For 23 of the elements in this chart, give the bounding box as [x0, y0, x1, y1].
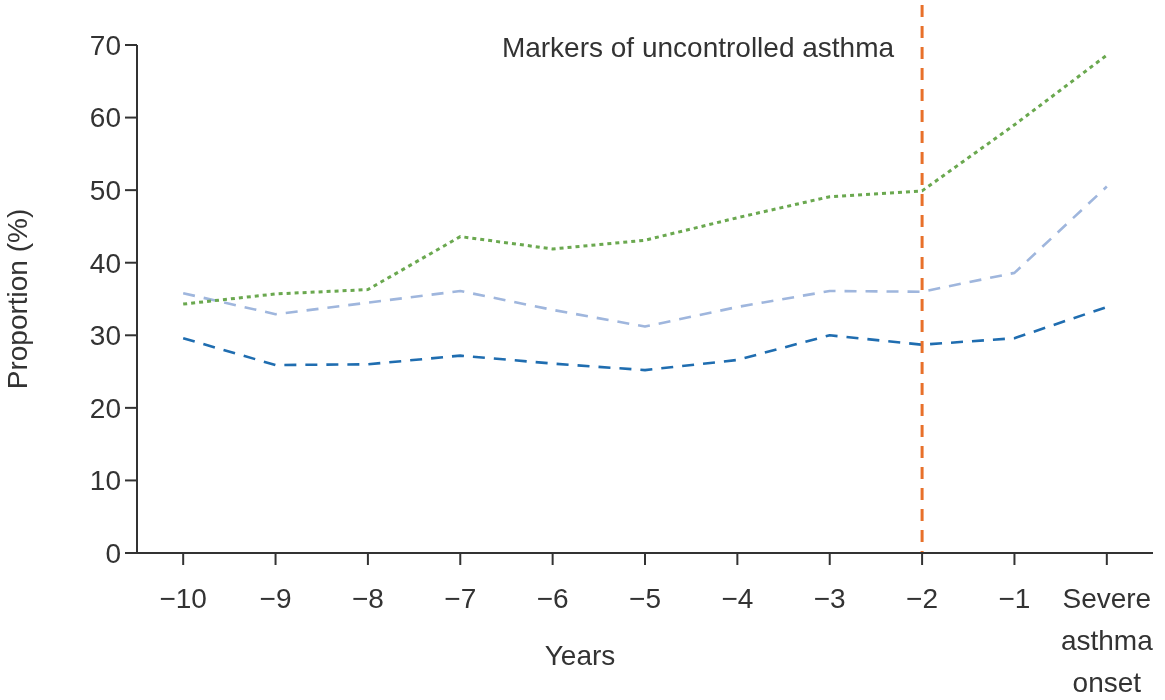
y-tick-label: 70 [89, 29, 121, 61]
x-tick-label: −4 [721, 583, 754, 614]
y-tick-label: 30 [89, 320, 121, 352]
line-series [181, 185, 1109, 328]
x-tick-label: −10 [159, 583, 207, 614]
y-tick-label: 10 [89, 465, 121, 497]
y-axis-title: Proportion (%) [2, 208, 33, 390]
x-tick-label: −8 [351, 583, 384, 614]
x-tick-label: −3 [813, 583, 846, 614]
x-tick-label: −1 [998, 583, 1031, 614]
y-tick-label: 20 [89, 392, 121, 424]
x-tick-label: −9 [259, 583, 292, 614]
x-tick-label: −7 [444, 583, 477, 614]
x-axis-title: Years [544, 640, 616, 671]
y-tick-label: 0 [105, 537, 121, 569]
y-tick-label: 60 [89, 102, 121, 134]
x-tick-label: −2 [906, 583, 939, 614]
ref-line-label: Markers of uncontrolled asthma [501, 32, 895, 63]
x-tick-label: Severe asthma onset [1060, 583, 1154, 698]
y-tick-label: 50 [89, 174, 121, 206]
x-tick-label: −6 [536, 583, 569, 614]
y-tick-label: 40 [89, 247, 121, 279]
x-tick-label: −5 [629, 583, 661, 614]
